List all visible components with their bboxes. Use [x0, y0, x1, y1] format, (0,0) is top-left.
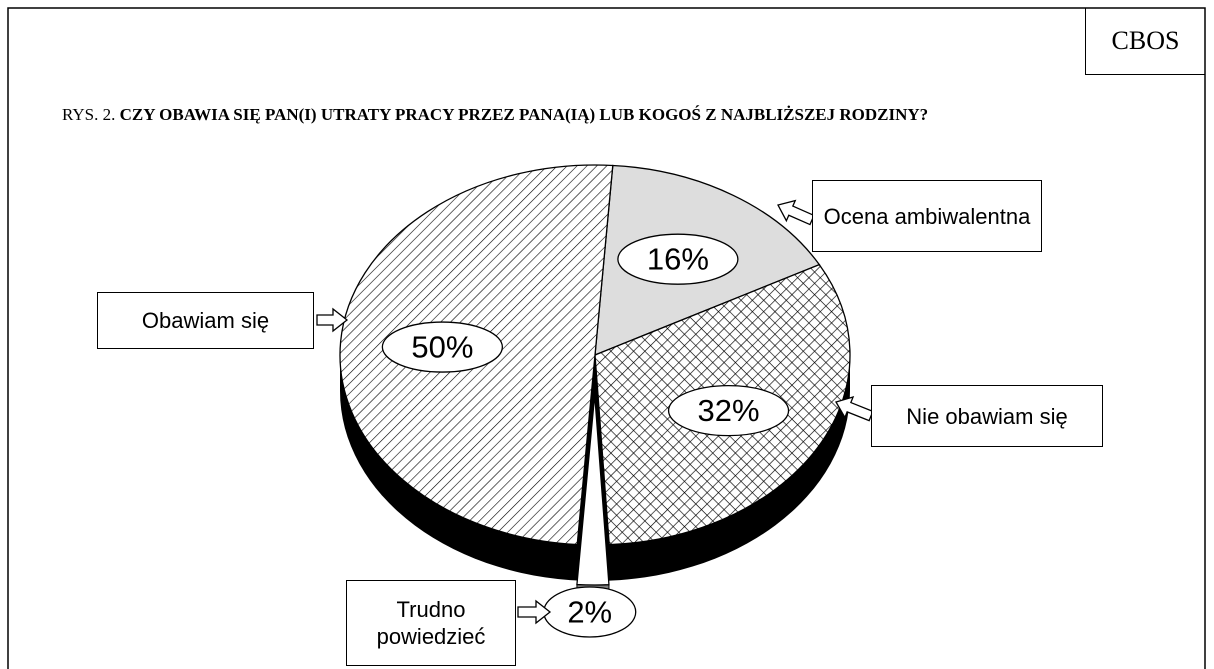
chart-title: CZY OBAWIA SIĘ PAN(I) UTRATY PRACY PRZEZ…: [119, 105, 929, 124]
category-label: Trudno powiedzieć: [346, 580, 516, 666]
source: CBOS: [1085, 8, 1205, 75]
figure-label: RYS. 2.: [62, 105, 116, 124]
value-label-bg: [617, 233, 739, 285]
value-label: 16%: [647, 242, 709, 277]
category-label: Nie obawiam się: [871, 385, 1103, 447]
callout-arrow: [835, 395, 874, 422]
value-label: 2%: [567, 595, 612, 630]
pie-slice: [576, 394, 610, 586]
callout-arrow: [517, 599, 552, 625]
category-label: Obawiam się: [97, 292, 314, 349]
value-label: 50%: [411, 330, 473, 365]
callout-arrow: [316, 307, 349, 333]
value-label-bg: [667, 384, 790, 437]
value-label-bg: [381, 321, 504, 373]
title-block: RYS. 2. CZY OBAWIA SIĘ PAN(I) UTRATY PRA…: [62, 100, 1030, 130]
value-label: 32%: [698, 393, 760, 428]
callout-arrow: [777, 199, 815, 226]
frame: [7, 7, 1206, 669]
category-label: Ocena ambiwalentna: [812, 180, 1042, 252]
